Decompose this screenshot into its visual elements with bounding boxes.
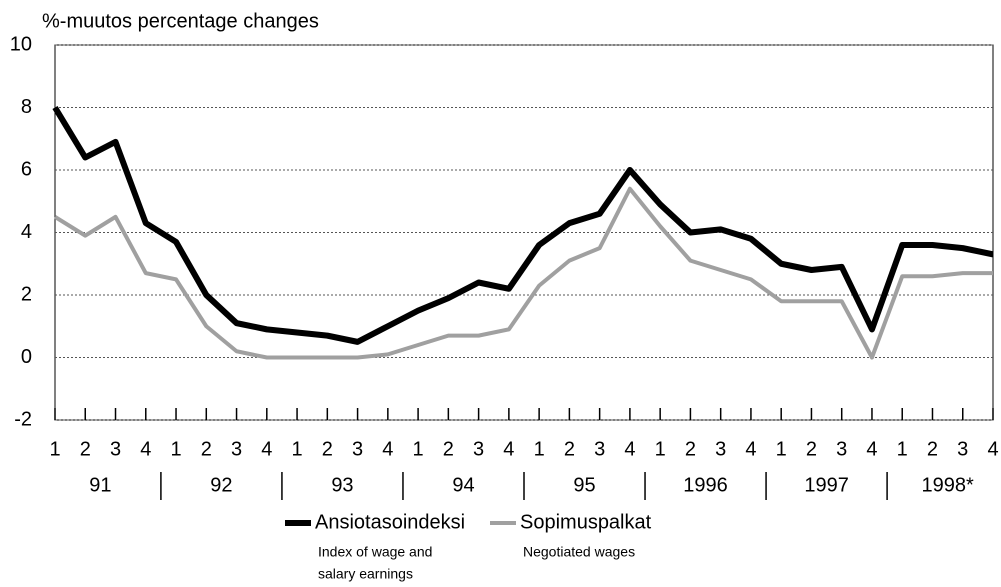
x-tick-label: 2	[564, 438, 575, 460]
x-tick-label: 4	[624, 438, 635, 460]
x-tick-label: 1	[49, 438, 60, 460]
x-tick-label: 1	[776, 438, 787, 460]
x-tick-label: 4	[987, 438, 998, 460]
x-tick-label: 3	[715, 438, 726, 460]
x-tick-label: 3	[957, 438, 968, 460]
y-tick-label: 2	[21, 283, 32, 305]
legend-note: Index of wage and	[318, 544, 432, 560]
x-tick-label: 3	[352, 438, 363, 460]
year-label: 1998*	[921, 474, 973, 496]
y-tick-label: 0	[21, 346, 32, 368]
year-label: 91	[89, 474, 111, 496]
series-line	[52, 105, 994, 345]
x-tick-label: 4	[261, 438, 272, 460]
x-tick-label: 3	[231, 438, 242, 460]
x-tick-label: 1	[655, 438, 666, 460]
x-tick-label: 1	[897, 438, 908, 460]
legend-label: Sopimuspalkat	[520, 511, 652, 533]
y-tick-label: 8	[21, 96, 32, 118]
x-tick-label: 4	[866, 438, 877, 460]
year-label: 1997	[804, 474, 849, 496]
x-tick-label: 2	[80, 438, 91, 460]
y-tick-label: -2	[14, 408, 32, 430]
y-tick-label: 10	[10, 33, 32, 55]
year-label: 95	[573, 474, 595, 496]
chart-title: %-muutos percentage changes	[42, 10, 319, 32]
x-tick-label: 1	[534, 438, 545, 460]
year-label: 94	[452, 474, 474, 496]
x-tick-label: 2	[443, 438, 454, 460]
x-tick-label: 3	[594, 438, 605, 460]
x-tick-label: 4	[382, 438, 393, 460]
legend-label: Ansiotasoindeksi	[315, 511, 465, 533]
series-line	[53, 186, 993, 360]
x-tick-label: 2	[806, 438, 817, 460]
x-tick-label: 2	[201, 438, 212, 460]
x-tick-label: 1	[292, 438, 303, 460]
x-tick-label: 1	[413, 438, 424, 460]
x-tick-label: 4	[745, 438, 756, 460]
x-tick-label: 3	[110, 438, 121, 460]
x-tick-label: 3	[473, 438, 484, 460]
x-tick-label: 1	[170, 438, 181, 460]
legend-note: Negotiated wages	[523, 544, 635, 560]
legend-note: salary earnings	[318, 566, 413, 582]
year-label: 92	[210, 474, 232, 496]
year-label: 1996	[683, 474, 728, 496]
x-tick-label: 4	[140, 438, 151, 460]
x-tick-label: 2	[927, 438, 938, 460]
year-label: 93	[331, 474, 353, 496]
y-tick-label: 6	[21, 158, 32, 180]
y-tick-label: 4	[21, 221, 32, 243]
x-tick-label: 2	[685, 438, 696, 460]
x-tick-label: 4	[503, 438, 514, 460]
x-tick-label: 2	[322, 438, 333, 460]
x-tick-label: 3	[836, 438, 847, 460]
